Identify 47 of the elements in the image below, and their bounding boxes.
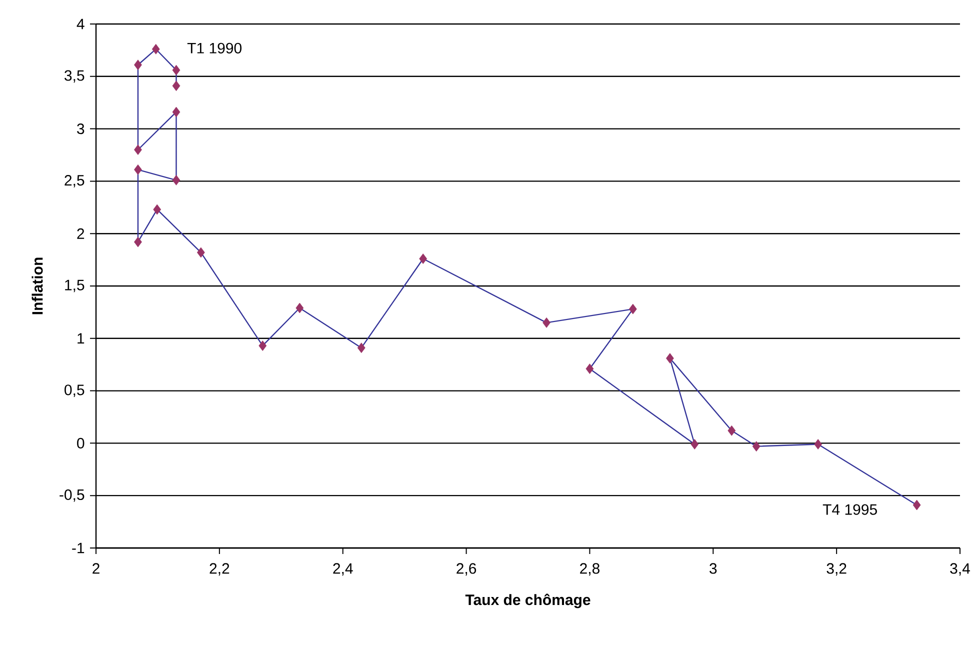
point <box>666 353 674 364</box>
y-tick-label: -0,5 <box>60 489 84 502</box>
point <box>419 254 428 264</box>
point <box>134 144 142 155</box>
point <box>357 342 366 354</box>
point <box>752 441 760 452</box>
x-axis-title: Taux de chômage <box>465 594 590 608</box>
x-tick-label: 2,6 <box>456 563 476 576</box>
y-tick-label: 2,5 <box>64 174 84 188</box>
y-tick-label: 4 <box>76 18 84 30</box>
point <box>296 302 304 314</box>
annotation: T1 1990 <box>187 42 242 54</box>
y-tick-label: 3,5 <box>64 70 84 83</box>
x-tick-label: 2,8 <box>580 563 600 576</box>
point <box>814 439 822 450</box>
annotation: T4 1995 <box>822 504 877 515</box>
y-axis-title: Inflation <box>32 258 43 314</box>
x-tick-label: 2 <box>92 563 100 574</box>
point <box>153 204 162 215</box>
point <box>690 439 699 450</box>
y-tick-label: 3 <box>77 123 84 134</box>
y-tick-label: -1 <box>72 542 84 554</box>
point <box>152 44 160 54</box>
point <box>728 425 736 436</box>
point <box>172 64 180 76</box>
point <box>542 317 550 328</box>
point <box>172 174 180 186</box>
x-tick-label: 2,2 <box>210 563 230 576</box>
point <box>586 364 594 374</box>
y-tick-label: 2 <box>77 228 84 239</box>
point <box>134 60 142 70</box>
point <box>196 247 205 258</box>
point <box>172 106 180 118</box>
point <box>134 236 142 248</box>
point <box>172 80 180 92</box>
point <box>912 500 921 510</box>
point <box>628 304 637 314</box>
point <box>258 340 267 351</box>
y-tick-label: 1 <box>78 333 84 344</box>
y-tick-label: 1,5 <box>65 280 84 292</box>
x-tick-label: 3 <box>710 563 717 574</box>
point <box>134 164 142 175</box>
y-tick-label: 0,5 <box>64 384 84 397</box>
x-tick-label: 3,2 <box>826 563 846 576</box>
x-tick-label: 3,4 <box>950 563 970 576</box>
x-tick-label: 2,4 <box>333 563 353 576</box>
y-tick-label: 0 <box>77 438 84 448</box>
